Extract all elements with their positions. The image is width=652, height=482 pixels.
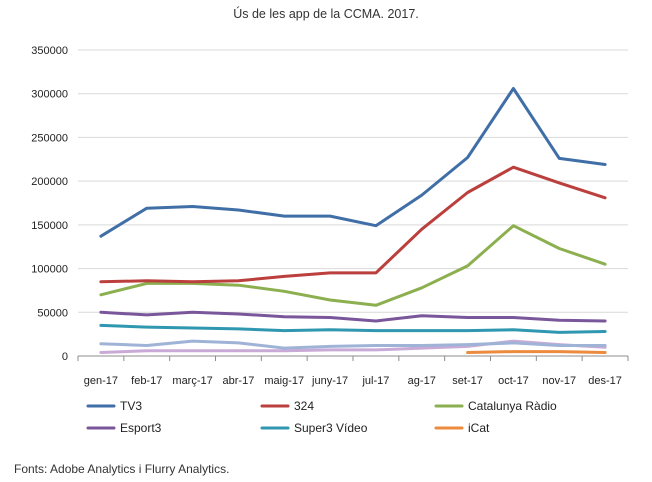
y-tick-label: 50000	[37, 307, 68, 319]
legend-label: Catalunya Ràdio	[468, 399, 557, 413]
y-tick-label: 300000	[31, 89, 68, 101]
series-line-6	[99, 339, 607, 350]
x-tick-label: nov-17	[542, 375, 576, 387]
legend: TV3 324 Catalunya Ràdio Esport3 Super3 Vídeo…	[86, 399, 557, 435]
grid-lines	[78, 49, 628, 313]
series-line-3	[99, 310, 607, 323]
legend-label: TV3	[120, 399, 142, 413]
x-tick-label: oct-17	[498, 375, 529, 387]
x-tick-label: març-17	[172, 375, 212, 387]
legend-label: Esport3	[120, 421, 162, 435]
x-tick-label: gen-17	[84, 375, 118, 387]
x-tick-label: feb-17	[131, 375, 162, 387]
y-tick-label: 100000	[31, 264, 68, 276]
x-tick-label: abr-17	[223, 375, 255, 387]
y-tick-label: 200000	[31, 176, 68, 188]
legend-label: iCat	[468, 421, 490, 435]
x-tick-label: des-17	[588, 375, 622, 387]
series-line-5	[466, 350, 607, 354]
series-line-4	[99, 323, 607, 334]
x-tick-label: maig-17	[264, 375, 304, 387]
series-line-0	[99, 87, 607, 238]
y-tick-label: 250000	[31, 132, 68, 144]
x-tick-label: juny-17	[311, 375, 348, 387]
legend-label: Super3 Vídeo	[294, 421, 368, 435]
series-line-1	[99, 165, 607, 284]
x-tick-label: set-17	[452, 375, 483, 387]
series-line-7	[99, 339, 607, 354]
x-tick-label: ag-17	[408, 375, 436, 387]
y-tick-label: 150000	[31, 220, 68, 232]
legend-label: 324	[294, 399, 314, 413]
y-tick-label: 0	[62, 351, 68, 363]
y-tick-label: 350000	[31, 45, 68, 57]
x-axis	[77, 355, 629, 361]
series-line-2	[99, 224, 607, 307]
source-note: Fonts: Adobe Analytics i Flurry Analytic…	[14, 462, 230, 476]
y-axis-ticks: 0 50000 100000 150000 200000 250000 300000 3500…	[31, 45, 68, 363]
series-lines	[99, 87, 607, 354]
chart-title: Ús de les app de la CCMA. 2017.	[233, 6, 419, 21]
x-axis-ticks: gen-17 feb-17 març-17 abr-17 maig-17 juny-17 j…	[84, 375, 622, 387]
x-tick-label: jul-17	[361, 375, 389, 387]
